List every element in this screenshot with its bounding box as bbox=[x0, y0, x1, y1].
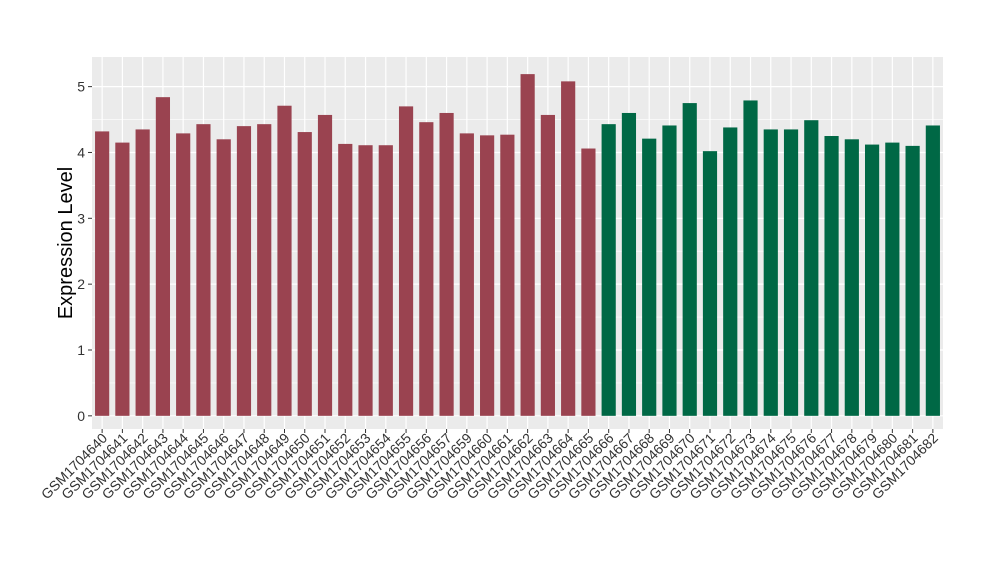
y-tick-label: 2 bbox=[77, 276, 85, 292]
bar bbox=[925, 125, 940, 416]
y-tick-label: 3 bbox=[77, 210, 85, 226]
bar bbox=[459, 133, 474, 416]
bar bbox=[662, 125, 677, 416]
bar bbox=[439, 112, 454, 416]
bar bbox=[581, 148, 596, 416]
bar bbox=[905, 145, 920, 416]
bar bbox=[783, 129, 799, 416]
bar bbox=[216, 139, 231, 416]
bar bbox=[621, 112, 637, 416]
y-tick-label: 4 bbox=[77, 144, 85, 160]
bar bbox=[398, 106, 414, 416]
bar bbox=[520, 74, 535, 416]
bar bbox=[885, 142, 900, 416]
bar bbox=[743, 100, 758, 416]
y-axis: 0 1 2 3 4 5 bbox=[77, 79, 92, 424]
bar bbox=[317, 114, 333, 416]
bar bbox=[196, 124, 211, 416]
y-tick-label: 0 bbox=[77, 408, 85, 424]
bar bbox=[480, 135, 495, 416]
y-tick-label: 1 bbox=[77, 342, 85, 358]
bar bbox=[419, 122, 434, 416]
bar bbox=[297, 132, 312, 416]
bar bbox=[702, 151, 718, 416]
bar bbox=[115, 142, 130, 416]
bar bbox=[500, 134, 515, 416]
bar bbox=[95, 131, 110, 416]
bar bbox=[358, 145, 373, 416]
bar bbox=[864, 144, 880, 416]
bar bbox=[155, 97, 171, 416]
bar bbox=[682, 103, 697, 416]
bar bbox=[763, 129, 778, 416]
y-axis-label: Expression Level bbox=[55, 167, 77, 319]
bar bbox=[236, 126, 252, 416]
y-tick-label: 5 bbox=[77, 79, 85, 95]
bar bbox=[824, 136, 839, 416]
bar bbox=[804, 120, 819, 416]
bar bbox=[601, 124, 616, 416]
bar bbox=[338, 143, 353, 416]
bar bbox=[540, 114, 555, 416]
bar bbox=[176, 133, 191, 416]
bars bbox=[95, 74, 940, 416]
bar bbox=[135, 129, 150, 416]
bar bbox=[277, 105, 292, 416]
bar bbox=[257, 124, 272, 416]
plot-panel bbox=[92, 57, 943, 429]
bar bbox=[561, 81, 576, 416]
bar bbox=[723, 127, 738, 416]
bar bbox=[844, 139, 859, 416]
bar bbox=[378, 145, 393, 416]
x-axis: GSM1704640GSM1704641GSM1704642GSM1704643… bbox=[38, 429, 941, 502]
bar bbox=[642, 138, 657, 416]
